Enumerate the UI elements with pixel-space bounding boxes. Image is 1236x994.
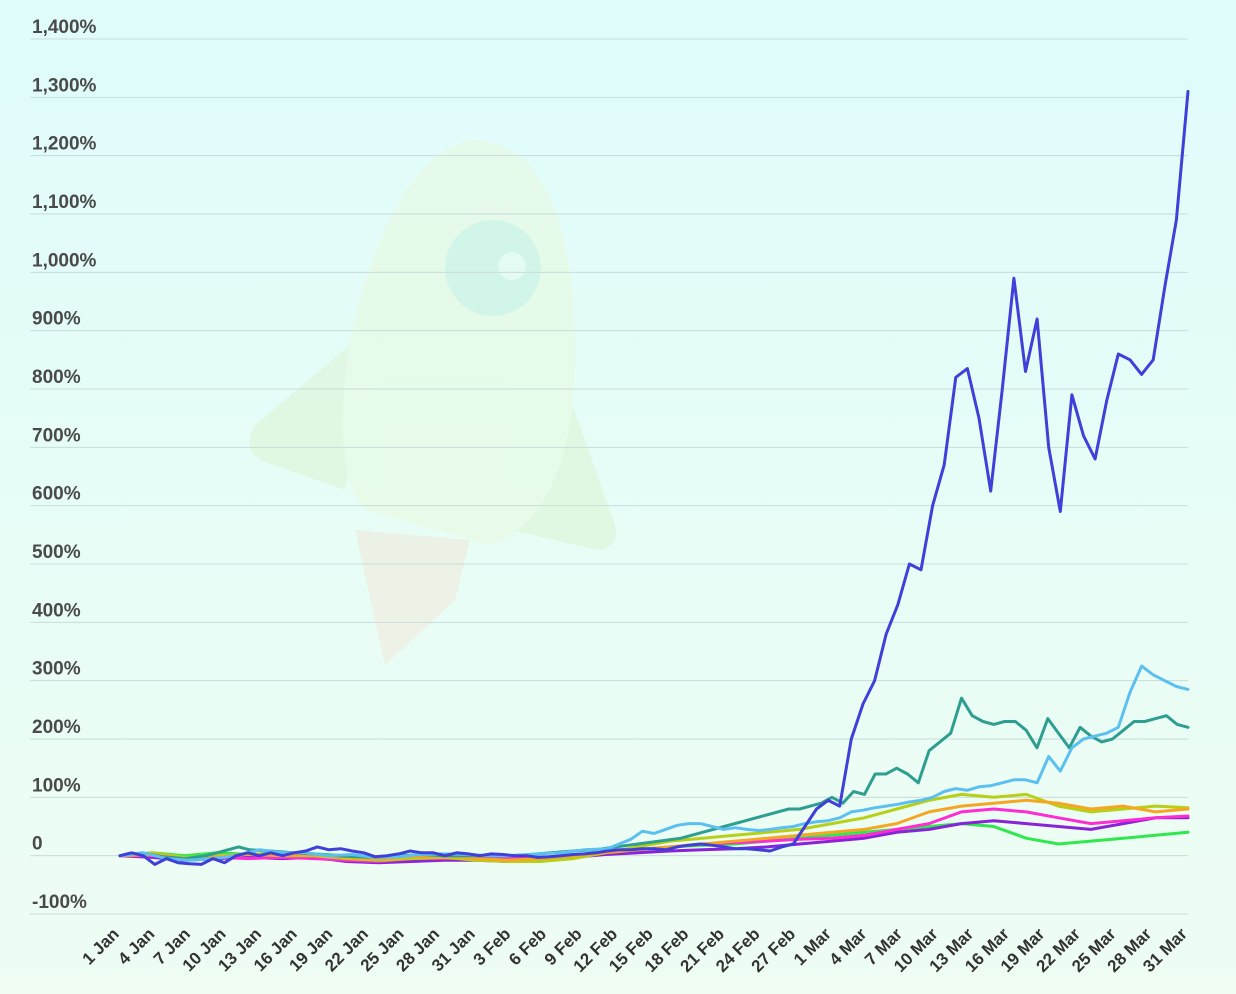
- series-lines: [118, 90, 1190, 866]
- gridlines: [30, 38, 1188, 915]
- y-tick-label: -100%: [32, 892, 87, 913]
- y-tick-label: 1,000%: [32, 250, 97, 271]
- x-tick-label: 4 Mar: [826, 924, 871, 969]
- y-tick-label: 500%: [32, 542, 81, 563]
- x-tick-label: 6 Feb: [505, 924, 550, 969]
- y-tick-label: 300%: [32, 659, 81, 680]
- series-line: [118, 90, 1190, 866]
- series-line: [118, 664, 1190, 862]
- y-tick-label: 1,200%: [32, 134, 97, 155]
- y-tick-label: 1,300%: [32, 75, 97, 96]
- rocket-window: [445, 220, 541, 316]
- y-tick-label: 0: [32, 834, 43, 855]
- y-tick-label: 800%: [32, 367, 81, 388]
- rocket-window-inner: [498, 252, 526, 280]
- x-tick-label: 4 Jan: [114, 924, 158, 968]
- y-axis-ticks: -100% 0 100% 200% 300% 400% 500% 600% 700% 800% 90…: [32, 17, 97, 913]
- y-tick-label: 700%: [32, 425, 81, 446]
- x-tick-label: 3 Feb: [470, 924, 515, 969]
- x-tick-label: 1 Jan: [79, 924, 123, 968]
- rocket-watermark: [249, 140, 616, 665]
- rocket-flame: [355, 530, 470, 665]
- y-tick-label: 1,400%: [32, 17, 97, 38]
- x-tick-label: 1 Mar: [790, 924, 835, 969]
- y-tick-label: 1,100%: [32, 192, 97, 213]
- y-tick-label: 900%: [32, 309, 81, 330]
- y-tick-label: 200%: [32, 717, 81, 738]
- rocket-body: [342, 140, 576, 545]
- y-tick-label: 100%: [32, 775, 81, 796]
- y-tick-label: 400%: [32, 600, 81, 621]
- y-tick-label: 600%: [32, 484, 81, 505]
